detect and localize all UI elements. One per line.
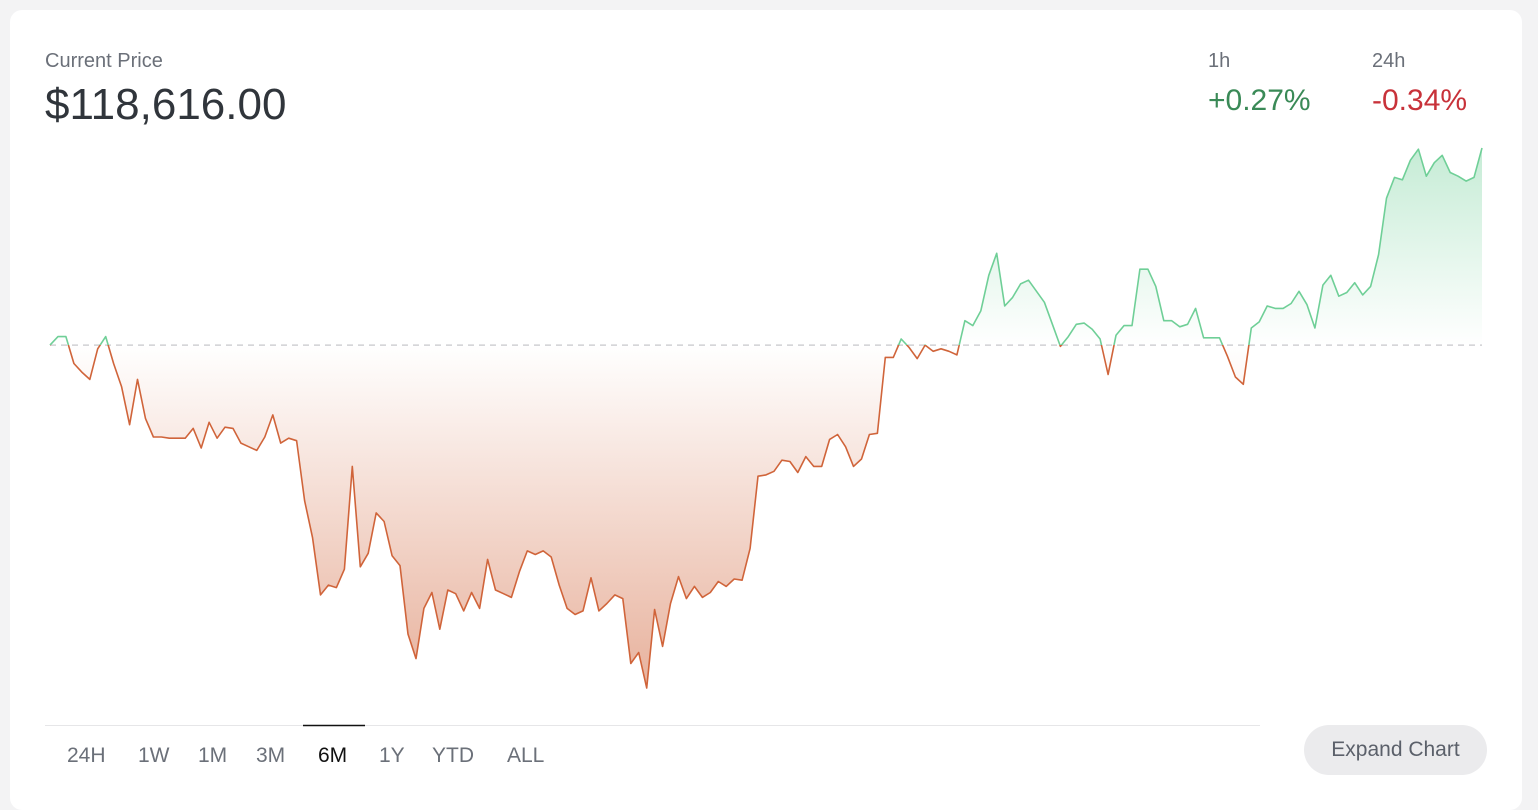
range-tab[interactable]: ALL [507,744,545,767]
expand-chart-button[interactable]: Expand Chart [1304,725,1487,775]
current-price: $118,616.00 [45,80,287,129]
range-tab[interactable]: YTD [432,744,474,767]
range-tab[interactable]: 1M [198,744,228,767]
chart [45,147,1483,727]
period-label: 1h [1208,50,1231,72]
price-label: Current Price [45,50,163,72]
price-area [50,148,1482,688]
range-tab[interactable]: 3M [256,744,286,767]
range-tab[interactable]: 1W [138,744,170,767]
change-value: -0.34% [1372,84,1468,117]
range-tab[interactable]: 1Y [379,744,405,767]
range-tab[interactable]: 24H [67,744,106,767]
price-line [49,147,1483,689]
period-label: 24h [1372,50,1406,72]
page: Current Price $118,616.00 1h +0.27% 24h … [10,10,1522,810]
range-tab[interactable]: 6M [318,744,348,767]
change-value: +0.27% [1208,84,1311,117]
